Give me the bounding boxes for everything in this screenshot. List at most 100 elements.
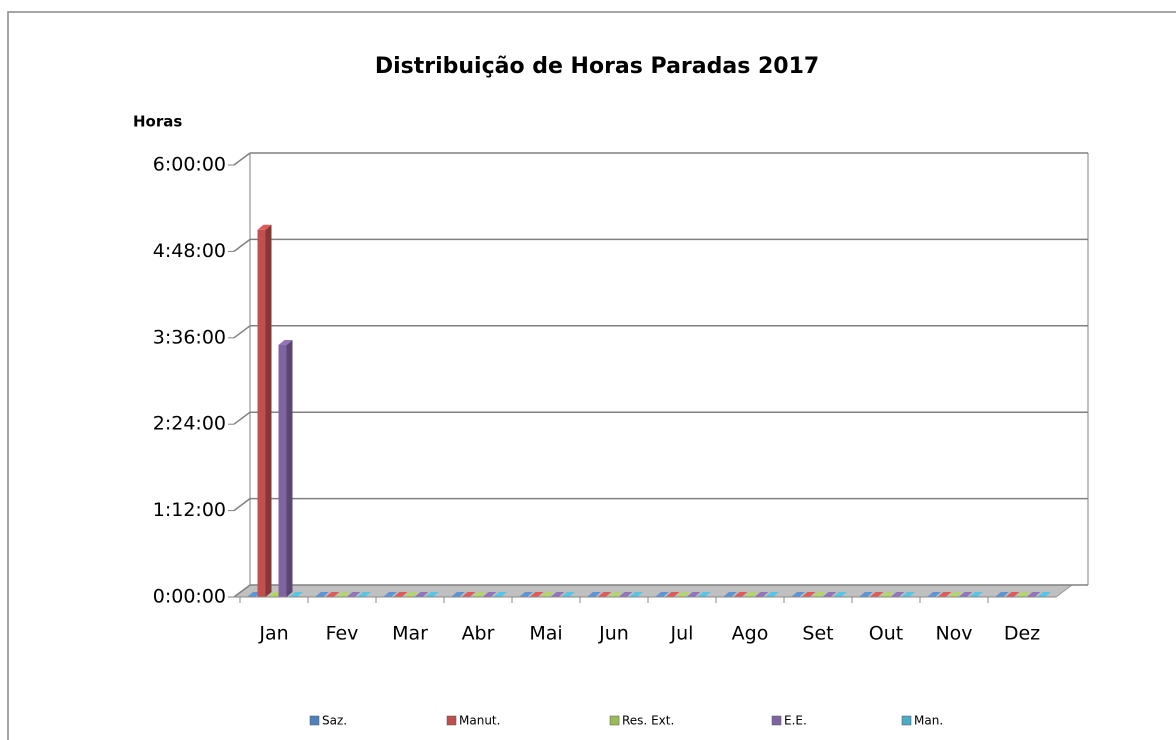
bar [958, 592, 973, 597]
bar-face [257, 224, 272, 230]
bar [765, 592, 779, 597]
bar [461, 592, 476, 597]
bar [383, 592, 397, 597]
bar [393, 592, 408, 597]
bar [890, 592, 905, 597]
bar-face [1016, 592, 1030, 597]
bar [1016, 592, 1030, 597]
x-tick-label: Mai [529, 623, 562, 645]
bar-face [383, 592, 397, 597]
bar-face [482, 592, 497, 597]
bar-face [901, 592, 915, 597]
bar [995, 592, 1009, 597]
bar-face [995, 592, 1009, 597]
bar-face [404, 592, 418, 597]
chart-title: Distribuição de Horas Paradas 2017 [375, 54, 819, 79]
bar [880, 592, 894, 597]
bar [833, 592, 847, 597]
bar [901, 592, 915, 597]
bar [519, 592, 533, 597]
bar [665, 592, 680, 597]
bar [812, 592, 826, 597]
bar [587, 592, 601, 597]
legend-label: Saz. [322, 714, 347, 728]
bar-face [278, 340, 293, 345]
x-tick-label: Jul [670, 623, 694, 645]
bar-face [587, 592, 601, 597]
bar-face [801, 592, 816, 597]
legend-swatch [771, 715, 782, 726]
bar [686, 592, 701, 597]
bar [425, 592, 439, 597]
bar-face [723, 592, 737, 597]
bar-face [265, 224, 272, 598]
bar [561, 592, 575, 597]
bar [1026, 592, 1041, 597]
bar-face [519, 592, 533, 597]
bar-face [869, 592, 884, 597]
bar-face [597, 592, 612, 597]
grid-diagonal [233, 411, 251, 425]
x-tick-label: Abr [462, 623, 495, 645]
bar [754, 592, 769, 597]
bar-face [278, 345, 287, 597]
bar-face [608, 592, 622, 597]
bar [948, 592, 962, 597]
bar [451, 592, 465, 597]
bar-face [561, 592, 575, 597]
x-tick-label: Nov [935, 623, 972, 645]
bar [540, 592, 554, 597]
bar [608, 592, 622, 597]
bar-face [754, 592, 769, 597]
bar-face [286, 340, 293, 597]
bar [357, 592, 371, 597]
bar [278, 340, 293, 597]
grid-diagonal [233, 238, 251, 252]
bar-face [791, 592, 805, 597]
bar-face [529, 592, 544, 597]
x-tick-label: Ago [732, 623, 769, 645]
legend-swatch [446, 715, 457, 726]
bar-face [1037, 592, 1051, 597]
bar-face [425, 592, 439, 597]
bar [597, 592, 612, 597]
bar [723, 592, 737, 597]
bar-face [289, 592, 303, 597]
bar-face [493, 592, 507, 597]
legend-label: Manut. [459, 714, 500, 728]
bar [655, 592, 669, 597]
grid-diagonal [233, 584, 251, 598]
bar-face [393, 592, 408, 597]
bar-face [618, 592, 633, 597]
legend-swatch [901, 715, 912, 726]
y-tick-label: 6:00:00 [153, 154, 226, 176]
legend-label: E.E. [784, 714, 807, 728]
y-tick-label: 2:24:00 [153, 413, 226, 435]
bar [937, 592, 952, 597]
bar [822, 592, 837, 597]
legend-label: Res. Ext. [622, 714, 674, 728]
bar-face [676, 592, 690, 597]
bar-face [336, 592, 350, 597]
bar [859, 592, 873, 597]
bar [791, 592, 805, 597]
bar [325, 592, 340, 597]
x-tick-label: Fev [326, 623, 359, 645]
legend-swatch [609, 715, 620, 726]
bar-face [969, 592, 983, 597]
bar-face [812, 592, 826, 597]
bar [629, 592, 643, 597]
bar-face [833, 592, 847, 597]
grid-diagonal [233, 325, 251, 339]
legend-label: Man. [914, 714, 943, 728]
bar-face [257, 229, 266, 598]
bar [676, 592, 690, 597]
bar-face [958, 592, 973, 597]
bar-face [733, 592, 748, 597]
bar [869, 592, 884, 597]
grid-diagonal [233, 152, 251, 166]
y-tick-label: 4:48:00 [153, 240, 226, 262]
bar [697, 592, 711, 597]
bar-face [744, 592, 758, 597]
bar [289, 592, 303, 597]
